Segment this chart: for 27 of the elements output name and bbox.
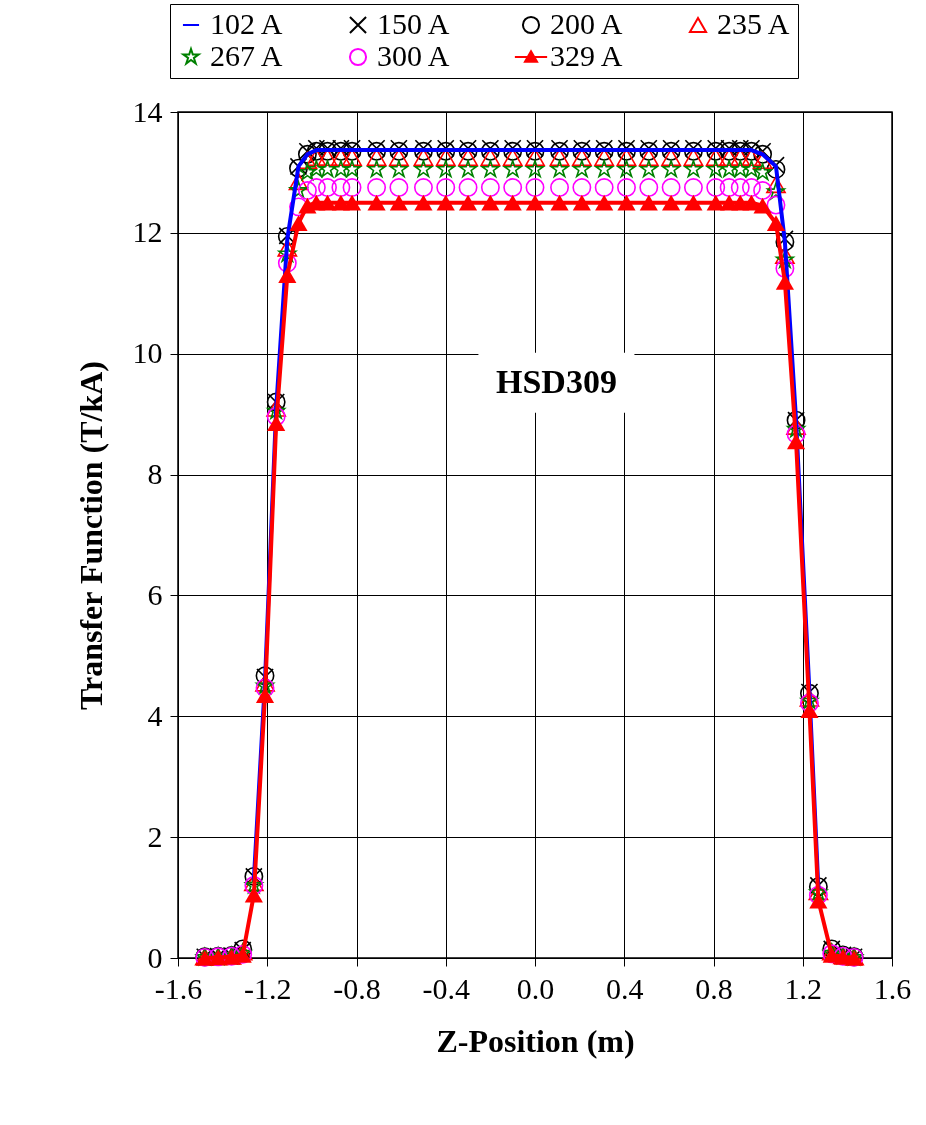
y-tick-label: 14 [132, 94, 163, 128]
legend-label: 300 A [377, 39, 450, 72]
x-tick-label: 0.4 [606, 971, 644, 1005]
legend-label: 235 A [717, 7, 790, 40]
y-tick-label: 10 [132, 336, 163, 370]
y-tick-label: 4 [147, 698, 163, 732]
x-tick-label: -0.8 [333, 971, 381, 1005]
legend-label: 329 A [550, 39, 623, 72]
legend-label: 102 A [210, 7, 283, 40]
x-tick-label: 0.8 [695, 971, 733, 1005]
y-tick-label: 0 [147, 940, 163, 974]
y-tick-label: 2 [147, 819, 163, 853]
x-tick-label: -0.4 [422, 971, 470, 1005]
x-tick-label: 1.2 [784, 971, 822, 1005]
x-tick-label: 0.0 [516, 971, 555, 1005]
legend-label: 200 A [550, 7, 623, 40]
y-tick-label: 8 [147, 457, 163, 491]
y-axis-title: Transfer Function (T/kA) [72, 360, 109, 711]
annotation: HSD309 [495, 362, 617, 400]
y-tick-label: 12 [132, 215, 163, 249]
legend-label: 267 A [210, 39, 283, 72]
y-tick-label: 6 [147, 577, 163, 611]
x-tick-label: 1.6 [873, 971, 912, 1005]
x-tick-label: -1.6 [154, 971, 203, 1005]
legend-label: 150 A [377, 7, 450, 40]
x-tick-label: -1.2 [244, 971, 292, 1005]
x-axis-title: Z-Position (m) [436, 1022, 635, 1059]
